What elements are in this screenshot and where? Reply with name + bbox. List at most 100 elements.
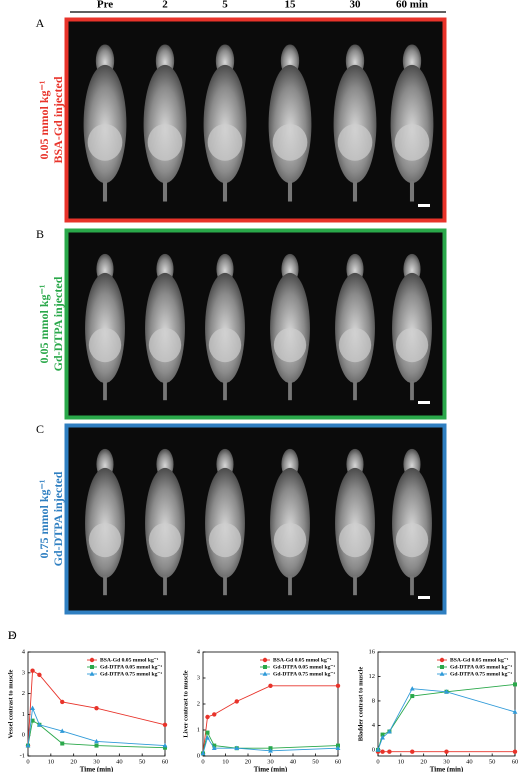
column-label: 60 min — [396, 0, 428, 11]
x-tick-label: 10 — [48, 758, 55, 765]
point — [30, 705, 35, 710]
point — [205, 730, 210, 735]
x-tick-label: 50 — [489, 758, 496, 765]
point — [268, 683, 273, 688]
legend-label: BSA-Gd 0.05 mmol kg⁻¹ — [273, 657, 332, 663]
x-tick-label: 40 — [116, 758, 123, 765]
series-line — [202, 736, 339, 754]
point — [409, 686, 415, 691]
legend-marker — [262, 671, 268, 676]
point — [512, 749, 518, 754]
panel-letter: D — [8, 628, 17, 642]
panel-letter: F — [8, 628, 15, 642]
image-panel — [64, 423, 447, 615]
x-tick-label: 20 — [245, 758, 252, 765]
y-tick-label: 3 — [197, 674, 200, 681]
legend-label: BSA-Gd 0.05 mmol kg⁻¹ — [100, 657, 159, 663]
point — [444, 689, 449, 694]
point — [162, 743, 168, 748]
point — [60, 741, 65, 746]
column-label: Pre — [97, 0, 113, 11]
series-line — [377, 683, 516, 751]
y-tick-label: 1 — [22, 711, 25, 718]
y-axis-label: Liver contrast to muscle — [182, 670, 189, 737]
point — [25, 743, 31, 748]
x-tick-label: 40 — [466, 758, 473, 765]
point — [380, 732, 385, 737]
legend-label: Gd-DTPA 0.75 mmol kg⁻¹ — [450, 671, 512, 677]
point — [60, 699, 65, 705]
side-label: Gd-DTPA injected — [51, 471, 65, 566]
legend-marker — [439, 671, 445, 676]
x-tick-label: 0 — [26, 758, 29, 765]
panel-letter: C — [36, 422, 44, 436]
panel-letter: E — [8, 628, 15, 642]
legend-marker — [439, 657, 445, 663]
x-tick-label: 40 — [290, 758, 297, 765]
series-line — [377, 688, 516, 751]
point — [444, 749, 449, 754]
column-label: 15 — [285, 0, 297, 11]
x-tick-label: 50 — [139, 758, 146, 765]
legend-marker — [89, 657, 95, 663]
point — [387, 749, 392, 754]
side-label: BSA-Gd injected — [51, 76, 65, 163]
y-tick-label: 0 — [22, 732, 25, 739]
y-tick-label: 0 — [372, 746, 375, 753]
y-tick-label: 8 — [372, 697, 375, 704]
y-tick-label: 4 — [22, 648, 26, 655]
series-line — [27, 706, 166, 747]
scale-bar — [418, 401, 430, 404]
point — [163, 745, 167, 750]
x-tick-label: 60 — [512, 758, 519, 765]
x-tick-label: 50 — [312, 758, 319, 765]
x-tick-label: 20 — [420, 758, 427, 765]
legend-label: Gd-DTPA 0.05 mmol kg⁻¹ — [273, 664, 335, 670]
legend-marker — [89, 671, 95, 676]
side-label: 0.05 mmol kg⁻¹ — [37, 80, 51, 159]
legend-marker — [262, 657, 268, 663]
legend-marker — [263, 665, 267, 669]
x-axis-label: Time (min) — [430, 766, 464, 772]
point — [335, 683, 341, 688]
y-axis-label: Vessel contrast to muscle — [7, 669, 14, 738]
point — [410, 749, 415, 754]
x-tick-label: 30 — [267, 758, 274, 765]
point — [234, 699, 239, 704]
legend-label: BSA-Gd 0.05 mmol kg⁻¹ — [450, 657, 509, 663]
point — [94, 705, 99, 711]
y-tick-label: 4 — [197, 648, 201, 655]
y-tick-label: 0 — [197, 752, 200, 759]
legend-label: Gd-DTPA 0.05 mmol kg⁻¹ — [450, 664, 512, 670]
x-tick-label: 30 — [93, 758, 100, 765]
column-label: 5 — [222, 0, 228, 11]
x-axis-label: Time (min) — [254, 766, 288, 772]
side-label: 0.75 mmol kg⁻¹ — [37, 479, 51, 558]
point — [162, 722, 168, 727]
point — [268, 748, 273, 753]
y-tick-label: 1 — [197, 726, 200, 733]
point — [200, 750, 206, 756]
x-tick-label: 60 — [162, 758, 169, 765]
scale-bar — [418, 596, 430, 599]
legend-label: Gd-DTPA 0.75 mmol kg⁻¹ — [100, 671, 162, 677]
legend-label: Gd-DTPA 0.75 mmol kg⁻¹ — [273, 671, 335, 677]
column-label: 30 — [350, 0, 362, 11]
y-axis-label: Bladder contrast to muscle — [357, 667, 364, 742]
point — [380, 735, 385, 740]
point — [205, 714, 210, 720]
x-tick-label: 60 — [335, 758, 342, 765]
x-tick-label: 30 — [443, 758, 450, 765]
x-tick-label: 0 — [201, 758, 204, 765]
x-axis-label: Time (min) — [80, 766, 114, 772]
point — [234, 745, 240, 750]
point — [380, 749, 385, 754]
scale-bar — [418, 204, 430, 207]
point — [513, 682, 517, 687]
y-tick-label: 16 — [369, 648, 376, 655]
series-line — [202, 685, 338, 754]
y-tick-label: 2 — [22, 690, 25, 697]
image-panel — [64, 17, 447, 223]
y-tick-label: -1 — [20, 752, 25, 759]
y-tick-label: 12 — [369, 673, 376, 680]
